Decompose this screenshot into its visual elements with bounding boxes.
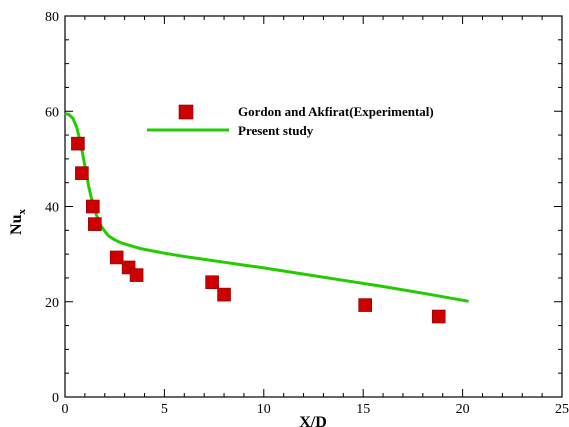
y-tick-label: 60 <box>45 105 59 120</box>
legend-marker-experimental <box>178 104 194 120</box>
minor-ticks <box>65 16 562 397</box>
experimental-point <box>71 136 85 151</box>
y-tick-label: 80 <box>45 10 59 25</box>
x-tick-label: 5 <box>161 402 168 417</box>
experimental-point <box>75 166 89 180</box>
y-tick-label: 20 <box>45 296 59 311</box>
experimental-point <box>88 217 102 231</box>
y-axis-label: Nux <box>8 209 28 235</box>
experimental-point <box>86 199 100 214</box>
y-tick-label: 0 <box>52 391 59 406</box>
svg-text:Nux: Nux <box>8 209 28 235</box>
y-tick-label: 40 <box>45 201 59 216</box>
present-study-line <box>64 112 469 303</box>
y-axis-label-subscript: x <box>16 209 28 215</box>
y-axis-label-main: Nu <box>8 214 25 235</box>
y-tick-labels: 0 20 40 60 80 <box>45 10 59 406</box>
experimental-point <box>431 309 446 324</box>
x-tick-label: 15 <box>356 402 370 417</box>
x-axis-label: X/D <box>299 414 327 427</box>
major-ticks <box>64 15 563 398</box>
x-tick-label: 10 <box>257 402 271 417</box>
x-tick-labels: 0 5 10 15 20 25 <box>62 402 569 417</box>
plot-frame <box>64 15 563 398</box>
experimental-point <box>109 250 124 265</box>
x-tick-label: 20 <box>456 402 470 417</box>
experimental-point <box>129 268 144 282</box>
experimental-point <box>217 287 231 302</box>
experimental-point <box>358 298 372 312</box>
legend-label-experimental: Gordon and Akfirat(Experimental) <box>238 104 434 119</box>
experimental-point <box>205 275 219 290</box>
series-layer <box>64 112 469 324</box>
x-tick-label: 25 <box>555 402 569 417</box>
x-tick-label: 0 <box>62 402 69 417</box>
legend: Gordon and Akfirat(Experimental) Present… <box>147 104 434 138</box>
legend-label-present-study: Present study <box>238 123 314 138</box>
